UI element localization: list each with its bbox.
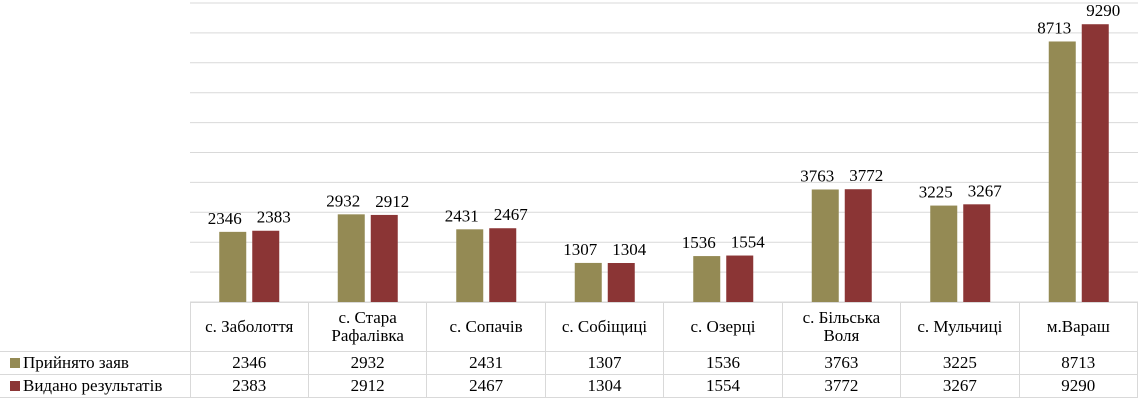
table-value: 3225 — [900, 351, 1020, 375]
bar — [811, 189, 839, 302]
table-value: 1536 — [663, 351, 783, 375]
table-value: 2383 — [189, 374, 309, 398]
table-value: 3772 — [781, 374, 902, 398]
bar — [1081, 24, 1109, 302]
category-label: с. Мульчиці — [900, 302, 1020, 352]
data-label: 3763 — [800, 166, 834, 185]
data-label: 1554 — [731, 233, 766, 252]
data-label: 2467 — [494, 205, 529, 224]
table-value: 3763 — [781, 351, 902, 375]
bar — [252, 230, 280, 302]
header-row: с. Заболоття с. Стара Рафалівка с. Сопачів… — [0, 302, 1138, 352]
bar — [574, 262, 602, 302]
data-label: 9290 — [1086, 1, 1120, 20]
legend-key — [10, 381, 20, 391]
legend-entry: Видано результатів — [0, 374, 191, 398]
data-row: Видано результатів 2383 2912 2467 1304 1554 37… — [0, 374, 1138, 398]
bar — [489, 228, 517, 302]
bar — [337, 214, 365, 302]
bar — [607, 263, 635, 302]
category-label: м.Вараш — [1018, 302, 1138, 352]
table-value: 3267 — [900, 374, 1020, 398]
data-label: 2383 — [257, 208, 291, 227]
data-table: с. Заболоття с. Стара Рафалівка с. Сопачів… — [0, 302, 1138, 398]
bar — [726, 255, 754, 302]
data-label: 3772 — [849, 166, 883, 185]
data-label: 2431 — [445, 206, 479, 225]
corner — [0, 302, 191, 352]
category-label: с. Більська Воля — [781, 302, 902, 352]
data-label: 2346 — [208, 209, 242, 228]
bar — [963, 204, 991, 302]
bar — [456, 229, 484, 302]
bar — [370, 214, 398, 302]
table-value: 1307 — [544, 351, 665, 375]
table-value: 2467 — [426, 374, 546, 398]
data-label: 2912 — [375, 192, 409, 211]
data-label: 1536 — [682, 233, 716, 252]
data-label: 3225 — [919, 183, 953, 202]
table-value: 2431 — [426, 351, 546, 375]
data-row: Прийнято заяв 2346 2932 2431 1307 1536 3763 322… — [0, 351, 1138, 375]
bar — [844, 189, 872, 302]
bar — [693, 256, 721, 302]
bar — [1048, 41, 1076, 302]
bar — [219, 231, 247, 302]
legend-label: Прийнято заяв — [23, 353, 129, 372]
legend-entry: Прийнято заяв — [0, 351, 191, 375]
category-label: с. Собіщиці — [544, 302, 665, 352]
table-value: 2932 — [307, 351, 428, 375]
data-label: 1304 — [612, 240, 647, 259]
legend-key — [10, 358, 20, 368]
data-label: 2932 — [326, 191, 360, 210]
table-value: 2346 — [189, 351, 309, 375]
data-label: 1307 — [563, 240, 598, 259]
table-value: 9290 — [1018, 374, 1138, 398]
table-value: 1304 — [544, 374, 665, 398]
category-label: с. Заболоття — [189, 302, 309, 352]
category-label: с. Сопачів — [426, 302, 546, 352]
legend-label: Видано результатів — [23, 376, 163, 395]
table-value: 1554 — [663, 374, 783, 398]
data-label: 3267 — [968, 181, 1003, 200]
category-label: с. Озерці — [663, 302, 783, 352]
bar — [930, 205, 958, 302]
table-value: 8713 — [1018, 351, 1138, 375]
table-value: 2912 — [307, 374, 428, 398]
chart: 2346 2932 2431 1307 1536 3763 3225 8713 2383 2912… — [190, 1, 1138, 302]
category-label: с. Стара Рафалівка — [307, 302, 428, 352]
data-label: 8713 — [1037, 18, 1071, 37]
